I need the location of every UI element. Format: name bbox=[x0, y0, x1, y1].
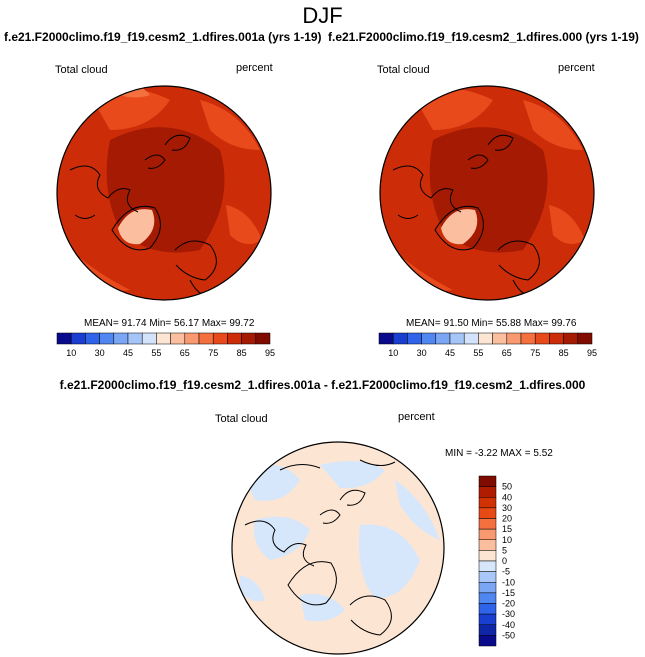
panel-b-colorbar-tick-label: 85 bbox=[559, 348, 569, 358]
panel-a-colorbar-swatch bbox=[212, 332, 228, 345]
panel-b-colorbar-swatch bbox=[492, 332, 508, 345]
panel-diff-colorbar-swatch bbox=[478, 592, 497, 604]
panel-a-colorbar-swatch bbox=[198, 332, 214, 345]
panel-diff-colorbar-swatch bbox=[478, 550, 497, 562]
figure-title: DJF bbox=[302, 3, 343, 28]
panel-diff-colorbar-tick-label: 5 bbox=[502, 545, 507, 555]
panel-b-colorbar-tick-label: 30 bbox=[417, 348, 427, 358]
panel-b-stats: MEAN= 91.50 Min= 55.88 Max= 99.76 bbox=[406, 318, 577, 329]
panel-b-variable-label: Total cloud bbox=[377, 64, 430, 76]
panel-b-colorbar-swatch bbox=[563, 332, 579, 345]
panel-b-colorbar-swatch bbox=[549, 332, 564, 345]
panel-a-units-label: percent bbox=[236, 62, 273, 74]
panel-a-colorbar-swatch bbox=[255, 332, 271, 345]
panel-a-colorbar-swatch bbox=[227, 332, 242, 345]
panel-b-colorbar-swatch bbox=[463, 332, 479, 345]
panel-b-colorbar-tick-label: 95 bbox=[587, 348, 597, 358]
panel-diff-map bbox=[231, 441, 445, 655]
panel-diff-variable-label: Total cloud bbox=[215, 413, 268, 425]
panel-b-colorbar-swatch bbox=[506, 332, 522, 345]
panel-diff-colorbar-tick-label: 30 bbox=[502, 503, 512, 513]
panel-diff-colorbar-tick-label: -20 bbox=[502, 599, 515, 609]
panel-diff-colorbar-tick-label: 40 bbox=[502, 492, 512, 502]
panel-diff-colorbar-swatch bbox=[478, 582, 497, 594]
panel-diff-colorbar-tick-label: -50 bbox=[502, 630, 515, 640]
panel-diff-colorbar-swatch bbox=[478, 613, 497, 625]
panel-diff-colorbar-swatch bbox=[478, 507, 497, 519]
panel-a-stats: MEAN= 91.74 Min= 56.17 Max= 99.72 bbox=[84, 318, 255, 329]
panel-a-colorbar-swatch bbox=[127, 332, 143, 345]
panel-a-colorbar-swatch bbox=[85, 332, 100, 345]
panel-a-colorbar-tick-label: 45 bbox=[123, 348, 133, 358]
panel-b-colorbar-swatch bbox=[378, 332, 394, 345]
panel-a-colorbar-swatch bbox=[156, 332, 171, 345]
panel-diff-colorbar-tick-label: 0 bbox=[502, 556, 507, 566]
panel-diff-colorbar-tick-label: 15 bbox=[502, 524, 512, 534]
panel-a-map bbox=[56, 85, 272, 301]
panel-diff-colorbar-swatch bbox=[478, 528, 497, 540]
panel-diff-colorbar-tick-label: -15 bbox=[502, 588, 515, 598]
panel-diff-colorbar-tick-label: -40 bbox=[502, 620, 515, 630]
panel-diff-colorbar-swatch bbox=[478, 518, 497, 530]
panel-a-colorbar-swatch bbox=[56, 332, 72, 345]
panel-a-colorbar-swatch bbox=[241, 332, 257, 345]
panel-b-colorbar-tick-label: 45 bbox=[445, 348, 455, 358]
panel-a-colorbar-swatch bbox=[170, 332, 186, 345]
panel-diff-colorbar-tick-label: -10 bbox=[502, 577, 515, 587]
panel-a-colorbar-tick-label: 95 bbox=[265, 348, 275, 358]
panel-diff-colorbar-swatch bbox=[478, 539, 497, 551]
panel-a-colorbar-swatch bbox=[141, 332, 157, 345]
panel-diff-stats: MIN = -3.22 MAX = 5.52 bbox=[445, 448, 553, 459]
panel-diff-colorbar-tick-label: 20 bbox=[502, 514, 512, 524]
panel-b-colorbar-swatch bbox=[449, 332, 465, 345]
panel-diff-colorbar-swatch bbox=[478, 475, 497, 487]
panel-a-colorbar-swatch bbox=[70, 332, 86, 345]
panel-b-colorbar-tick-label: 65 bbox=[502, 348, 512, 358]
panel-diff-colorbar-swatch bbox=[478, 603, 497, 615]
panel-b-colorbar-swatch bbox=[534, 332, 550, 345]
panel-diff-colorbar-swatch bbox=[478, 486, 497, 498]
panel-b-colorbar-swatch bbox=[392, 332, 408, 345]
panel-a-colorbar-swatch bbox=[184, 332, 200, 345]
panel-b-colorbar-swatch bbox=[421, 332, 437, 345]
panel-b-colorbar-tick-label: 10 bbox=[388, 348, 398, 358]
panel-diff-colorbar-tick-label: 10 bbox=[502, 535, 512, 545]
panel-a-title: f.e21.F2000climo.f19_f19.cesm2_1.dfires.… bbox=[4, 30, 322, 44]
panel-a-colorbar-tick-label: 75 bbox=[208, 348, 218, 358]
panel-a-variable-label: Total cloud bbox=[55, 64, 108, 76]
panel-diff-colorbar-swatch bbox=[478, 497, 497, 509]
panel-b-colorbar-swatch bbox=[478, 332, 493, 345]
panel-b-colorbar-swatch bbox=[520, 332, 536, 345]
panel-diff-colorbar-tick-label: -5 bbox=[502, 567, 510, 577]
panel-a-colorbar-tick-label: 55 bbox=[151, 348, 161, 358]
panel-b-units-label: percent bbox=[558, 62, 595, 74]
panel-diff-title: f.e21.F2000climo.f19_f19.cesm2_1.dfires.… bbox=[59, 378, 586, 392]
panel-a-colorbar-tick-label: 65 bbox=[180, 348, 190, 358]
panel-a-colorbar-tick-label: 10 bbox=[66, 348, 76, 358]
panel-a-colorbar-tick-label: 85 bbox=[237, 348, 247, 358]
panel-a-colorbar-swatch bbox=[113, 332, 129, 345]
panel-diff-units-label: percent bbox=[398, 411, 435, 423]
panel-a-colorbar-tick-label: 30 bbox=[95, 348, 105, 358]
panel-diff-colorbar-swatch bbox=[478, 635, 497, 647]
panel-diff-colorbar-swatch bbox=[478, 624, 497, 636]
panel-b-colorbar-swatch bbox=[407, 332, 422, 345]
panel-b-colorbar-swatch bbox=[435, 332, 451, 345]
panel-a-colorbar: 10 30 45 55 65 75 85 95 bbox=[56, 332, 275, 358]
panel-b-title: f.e21.F2000climo.f19_f19.cesm2_1.dfires.… bbox=[328, 30, 639, 44]
panel-b-map bbox=[379, 85, 595, 301]
panel-b-colorbar-tick-label: 75 bbox=[530, 348, 540, 358]
panel-a-colorbar-swatch bbox=[99, 332, 115, 345]
panel-diff-colorbar-tick-label: -30 bbox=[502, 609, 515, 619]
panel-b-colorbar-tick-label: 55 bbox=[473, 348, 483, 358]
panel-diff-colorbar-tick-label: 50 bbox=[502, 482, 512, 492]
panel-diff-colorbar-swatch bbox=[478, 571, 497, 583]
panel-b-colorbar: 10 30 45 55 65 75 85 95 bbox=[378, 332, 597, 358]
panel-diff-colorbar-swatch bbox=[478, 560, 497, 572]
panel-b-colorbar-swatch bbox=[577, 332, 593, 345]
